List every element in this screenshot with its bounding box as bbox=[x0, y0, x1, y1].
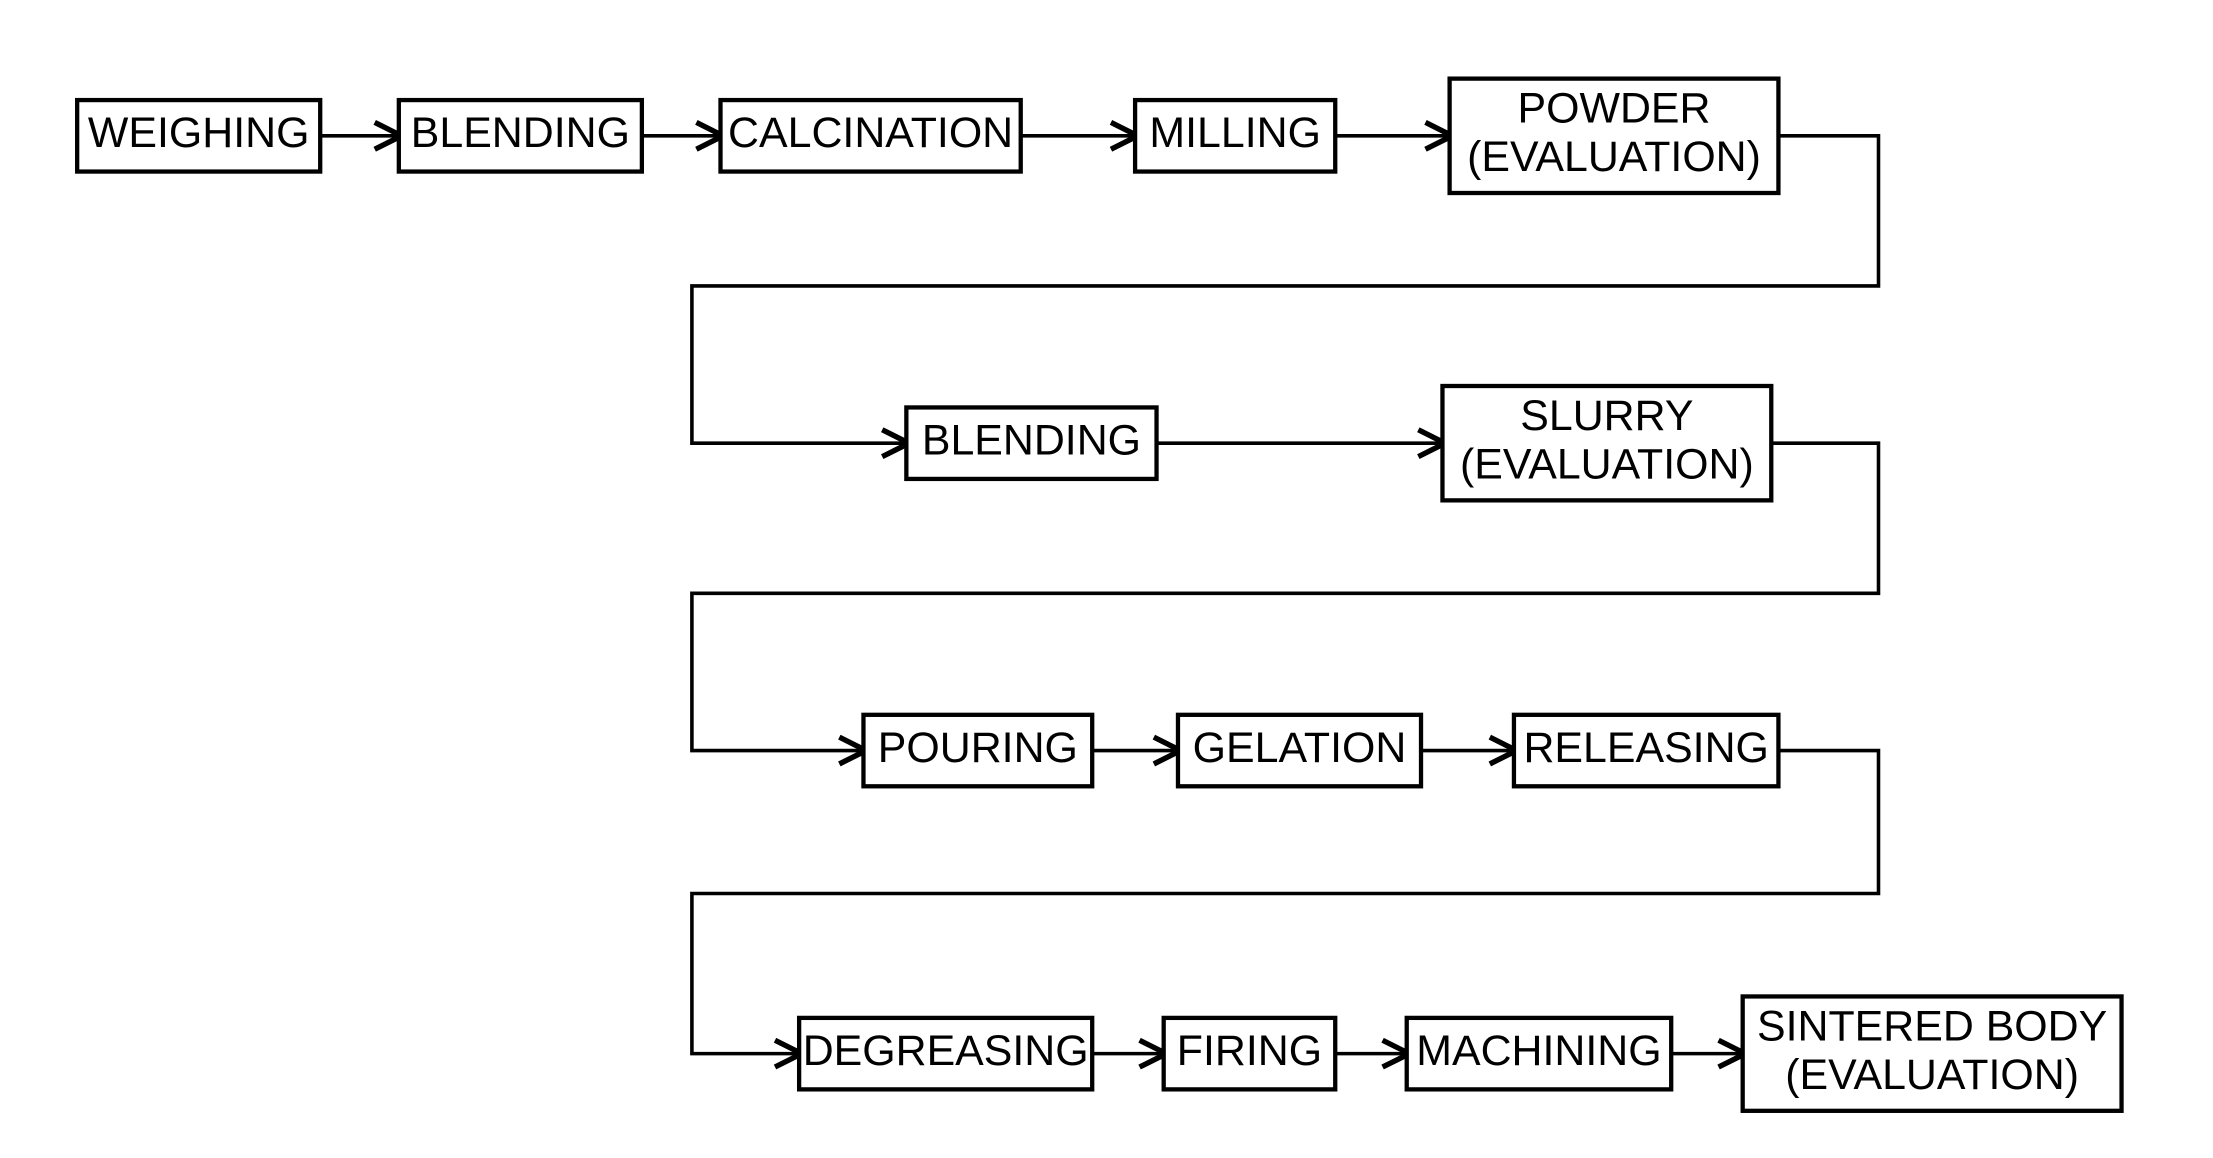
flow-node-label: MILLING bbox=[1149, 109, 1321, 157]
flow-node-label: WEIGHING bbox=[88, 109, 310, 157]
flow-node-blending2: BLENDING bbox=[906, 407, 1156, 478]
flow-edge-releasing-to-degreasing bbox=[692, 751, 1879, 1054]
flow-node-pouring: POURING bbox=[863, 715, 1092, 786]
edges-layer bbox=[320, 136, 1878, 1054]
flow-node-milling: MILLING bbox=[1135, 100, 1335, 171]
flow-node-label: MACHINING bbox=[1416, 1027, 1661, 1075]
flow-node-label: CALCINATION bbox=[728, 109, 1013, 157]
flowchart-canvas: WEIGHING BLENDING CALCINATION MILLING POWDER… bbox=[0, 0, 2213, 1158]
flow-node-label: BLENDING bbox=[411, 109, 630, 157]
flow-node-powder: POWDER(EVALUATION) bbox=[1450, 79, 1779, 193]
flow-node-gelation: GELATION bbox=[1178, 715, 1421, 786]
flow-node-firing: FIRING bbox=[1164, 1018, 1336, 1089]
flow-node-machining: MACHINING bbox=[1407, 1018, 1671, 1089]
flow-node-label: SINTERED BODY(EVALUATION) bbox=[1757, 1003, 2107, 1100]
flow-node-releasing: RELEASING bbox=[1514, 715, 1778, 786]
flow-node-sintered: SINTERED BODY(EVALUATION) bbox=[1743, 996, 2122, 1110]
flow-node-label: POURING bbox=[878, 724, 1078, 772]
flow-node-label: DEGREASING bbox=[803, 1027, 1089, 1075]
flow-node-weighing: WEIGHING bbox=[77, 100, 320, 171]
flow-node-slurry: SLURRY(EVALUATION) bbox=[1442, 386, 1771, 500]
flow-node-blending1: BLENDING bbox=[399, 100, 642, 171]
flow-node-label: RELEASING bbox=[1523, 724, 1768, 772]
flow-node-degreasing: DEGREASING bbox=[799, 1018, 1092, 1089]
flow-node-calcination: CALCINATION bbox=[721, 100, 1021, 171]
flow-node-label: FIRING bbox=[1177, 1027, 1322, 1075]
flow-node-label: BLENDING bbox=[922, 417, 1141, 465]
flow-node-label: GELATION bbox=[1193, 724, 1407, 772]
